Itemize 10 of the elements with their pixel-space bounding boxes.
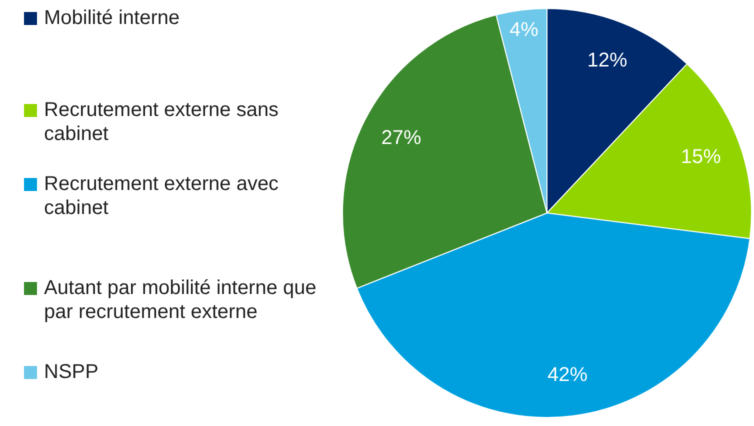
data-label: 12% — [587, 49, 628, 72]
legend-label: NSPP — [43, 360, 100, 384]
legend-label: Mobilité interne — [43, 6, 181, 30]
data-label: 27% — [381, 127, 422, 150]
legend-label: Autant par mobilité interne que par recrutement externe — [43, 276, 318, 324]
data-label: 15% — [680, 146, 722, 168]
data-label: 4% — [509, 18, 539, 41]
data-label: 42% — [547, 364, 588, 386]
legend-label: Recrutement externe avec cabinet — [43, 172, 280, 220]
legend-label: Recrutement externe sans cabinet — [43, 98, 280, 146]
